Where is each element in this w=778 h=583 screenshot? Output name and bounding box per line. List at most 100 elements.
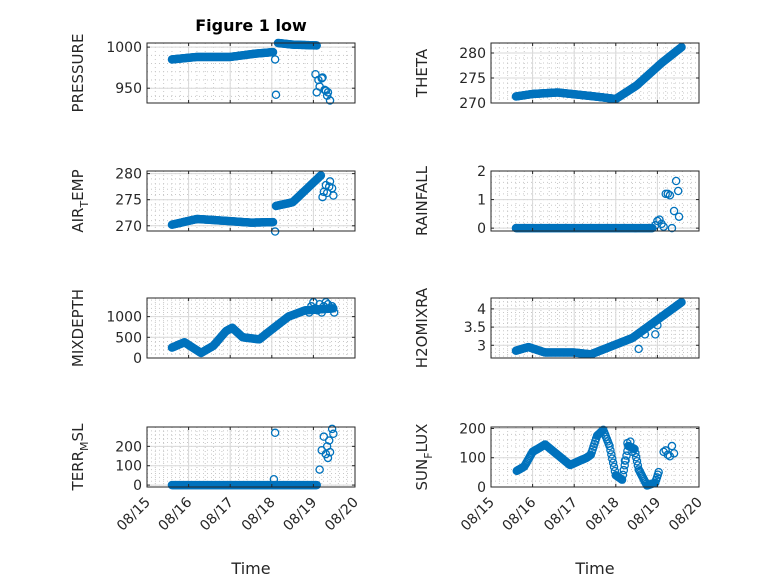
y-axis-label: THETA	[413, 48, 431, 98]
data-point	[653, 321, 662, 330]
axes-box	[490, 426, 700, 488]
data-point	[323, 453, 333, 463]
y-tick-label: 3	[477, 338, 486, 354]
data-point	[651, 221, 660, 230]
data-point	[632, 456, 642, 466]
data-point	[677, 297, 686, 307]
data-point	[619, 465, 629, 475]
y-axis-label: SUNFLUX	[413, 424, 435, 491]
data-point	[609, 462, 619, 472]
axes-box	[146, 426, 356, 488]
data-point	[318, 73, 327, 82]
data-point	[651, 330, 660, 339]
subplot-5: 0 500 1000 MIXDEPTH	[69, 289, 356, 367]
data-point	[608, 458, 618, 467]
data-point	[270, 55, 280, 64]
data-point	[329, 308, 339, 317]
data-point	[315, 465, 324, 474]
x-axis-label-right: Time	[574, 559, 614, 578]
y-tick-label: 0	[477, 480, 486, 496]
axes-box	[146, 42, 356, 104]
data-point	[663, 450, 673, 460]
data-point	[317, 74, 326, 83]
y-tick-label: 270	[459, 96, 486, 112]
y-axis-label: TERRMSL	[69, 423, 91, 492]
data-point	[325, 96, 335, 105]
data-point	[669, 206, 679, 216]
data-point	[620, 461, 629, 470]
data-point	[269, 475, 279, 484]
data-point	[677, 42, 686, 52]
data-point	[329, 191, 338, 200]
y-axis-label: H2OMIXRA	[413, 287, 431, 368]
subplot-2: 270 275 280 THETA	[413, 42, 700, 112]
data-point	[634, 344, 643, 354]
data-point	[618, 470, 628, 480]
data-point	[321, 297, 331, 307]
y-tick-label: 1000	[106, 310, 142, 326]
axes-box	[146, 170, 356, 232]
data-point	[669, 449, 679, 458]
y-tick-label: 0	[133, 351, 142, 367]
data-point	[659, 222, 668, 231]
y-axis-label: PRESSURE	[69, 34, 87, 113]
data-point	[270, 227, 280, 236]
y-tick-label: 1000	[106, 40, 142, 56]
data-point	[661, 446, 670, 455]
data-point	[323, 88, 333, 97]
data-point	[268, 217, 278, 227]
y-tick-label: 280	[459, 46, 486, 62]
data-point	[324, 436, 334, 445]
data-point	[271, 90, 281, 100]
axes-box	[146, 297, 356, 359]
axes-box	[490, 297, 700, 359]
subplot-3: 270 275 280 AIRTEMP	[69, 167, 356, 236]
y-tick-label: 270	[115, 219, 142, 235]
y-tick-label: 280	[115, 167, 142, 183]
data-point	[325, 447, 335, 457]
data-point	[633, 461, 643, 470]
data-point	[268, 47, 278, 57]
data-point	[617, 475, 627, 484]
axes-box	[490, 42, 700, 104]
axes-box	[490, 170, 700, 232]
y-tick-label: 275	[115, 193, 142, 209]
data-point	[327, 424, 337, 434]
data-point	[607, 454, 617, 463]
y-tick-label: 2	[477, 164, 486, 180]
y-tick-label: 3.5	[464, 320, 486, 336]
y-tick-label: 100	[459, 451, 486, 467]
subplot-1: 950 1000 PRESSURE	[69, 34, 356, 113]
data-point	[319, 432, 329, 441]
y-tick-label: 100	[115, 459, 142, 475]
y-tick-label: 200	[115, 439, 142, 455]
x-axis-label-left: Time	[230, 559, 270, 578]
data-point	[315, 171, 325, 181]
y-tick-label: 0	[133, 478, 142, 494]
y-axis-label: RAINFALL	[413, 165, 431, 236]
y-tick-label: 4	[477, 302, 486, 318]
data-point	[607, 450, 616, 459]
data-point	[654, 467, 663, 477]
data-point	[314, 172, 324, 182]
y-axis-label: AIRTEMP	[69, 169, 91, 232]
data-point	[605, 441, 614, 451]
y-tick-label: 950	[115, 81, 142, 97]
subplot-6: 3 3.5 4 H2OMIXRA	[413, 287, 700, 368]
data-point	[323, 299, 333, 309]
data-point	[667, 223, 677, 233]
data-point	[318, 192, 327, 202]
data-point	[626, 437, 635, 446]
data-point	[314, 173, 323, 183]
data-point	[667, 441, 677, 451]
data-point	[270, 428, 280, 438]
data-point	[674, 212, 684, 221]
data-point	[663, 189, 673, 199]
data-point	[307, 302, 316, 311]
data-point	[673, 186, 683, 196]
data-point	[640, 330, 650, 339]
subplot-4: 0 1 2 RAINFALL	[413, 164, 700, 237]
figure-title: Figure 1 low	[195, 16, 307, 35]
data-point	[596, 427, 606, 437]
